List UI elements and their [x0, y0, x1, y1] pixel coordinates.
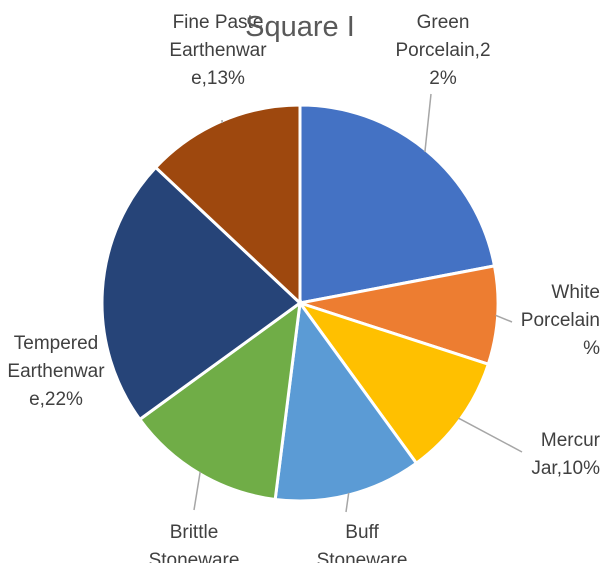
pie-slice — [100, 165, 303, 422]
slice-label: 2% — [429, 68, 457, 89]
slice-label: Earthenwar — [7, 361, 105, 382]
leader-line — [458, 417, 523, 453]
leader-line — [345, 492, 350, 513]
slice-label: % — [583, 338, 600, 359]
chart-title: Square I — [245, 11, 355, 43]
pie-slice — [273, 299, 419, 503]
slice-label: Jar,10% — [531, 458, 600, 479]
slice-label: Mercur — [541, 430, 600, 451]
pie-slice — [298, 103, 497, 305]
slice-label: Tempered — [14, 333, 99, 354]
leader-lines — [193, 93, 523, 513]
slice-label: Stoneware — [317, 550, 408, 563]
leader-line — [424, 93, 432, 153]
pie-slices — [100, 103, 500, 503]
slice-label: Buff — [345, 522, 379, 543]
slice-label: Brittle — [170, 522, 219, 543]
slice-label: Stoneware — [149, 550, 240, 563]
slice-label: Fine Paste — [173, 12, 264, 33]
slice-label: e,13% — [191, 68, 245, 89]
slice-label: Porcelain — [521, 310, 600, 331]
slice-label: Green — [417, 12, 470, 33]
slice-label: e,22% — [29, 389, 83, 410]
slice-label: Earthenwar — [169, 40, 267, 61]
leader-line — [193, 471, 201, 511]
data-labels: Green Porcelain,2 2% White Porcelain% Mercur J… — [7, 12, 600, 563]
slice-label: White — [551, 282, 600, 303]
leader-line — [495, 314, 513, 323]
slice-label: Porcelain,2 — [395, 40, 490, 61]
